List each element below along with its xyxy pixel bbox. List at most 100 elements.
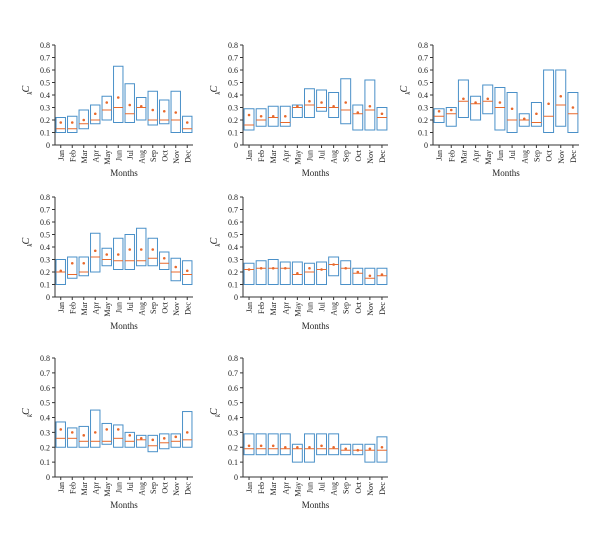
box-jan <box>243 433 255 456</box>
y-tick-label: 0 <box>234 473 238 482</box>
y-tick-label: 0.3 <box>228 256 238 265</box>
box-jan <box>243 108 255 131</box>
y-axis-label-subscript: k <box>214 91 222 95</box>
mean-marker <box>59 121 63 124</box>
x-tick-label: Jun <box>114 302 123 313</box>
y-tick-label: 0.2 <box>40 116 50 125</box>
mean-marker <box>116 428 120 431</box>
x-tick-label: Mar <box>80 482 89 496</box>
x-tick-label: Apr <box>281 150 290 163</box>
x-tick-label: Nov <box>366 482 375 496</box>
y-tick-label: 0.7 <box>228 369 238 378</box>
mean-marker <box>308 445 311 449</box>
y-tick-label: 0.1 <box>40 458 50 467</box>
box-oct <box>352 267 364 285</box>
mean-marker <box>82 261 86 265</box>
x-tick-label: Dec <box>378 482 387 495</box>
box-dec <box>567 92 579 133</box>
mean-marker <box>296 271 299 275</box>
x-tick-label: Aug <box>330 150 339 164</box>
box-nov <box>364 267 376 285</box>
y-tick-label: 0.3 <box>40 104 50 113</box>
mean-marker <box>128 248 132 251</box>
x-tick-label: Jan <box>57 482 66 493</box>
x-tick-label: Feb <box>257 482 266 494</box>
mean-marker <box>380 445 384 449</box>
mean-marker <box>380 112 384 116</box>
y-tick-label: 0.1 <box>40 281 50 290</box>
y-tick-label: 0.8 <box>228 354 238 363</box>
box-feb <box>255 108 267 127</box>
x-tick-label: Mar <box>459 150 468 164</box>
box-jun <box>304 433 315 463</box>
box-jan <box>55 421 66 448</box>
mean-marker <box>70 431 74 434</box>
box-sep <box>530 102 542 127</box>
x-tick-label: May <box>293 150 302 165</box>
box-feb <box>255 433 267 456</box>
box-mar <box>78 109 89 130</box>
y-tick-label: 0.4 <box>40 91 50 100</box>
mean-marker <box>308 99 311 103</box>
mean-marker <box>185 121 189 124</box>
y-tick-label: 0.4 <box>40 414 50 423</box>
x-tick-label: Dec <box>378 302 387 315</box>
x-tick-label: Mar <box>269 150 278 164</box>
x-tick-label: Aug <box>330 302 339 316</box>
box-oct <box>352 443 364 456</box>
y-tick-label: 0.7 <box>228 54 238 63</box>
y-tick-label: 0.5 <box>418 79 428 88</box>
x-tick-label: Mar <box>269 302 278 316</box>
x-tick-label: Dec <box>569 150 578 163</box>
y-tick-label: 0.2 <box>228 116 238 125</box>
x-tick-label: Nov <box>366 150 375 164</box>
y-tick-label: 0.7 <box>418 54 428 63</box>
x-tick-label: Oct <box>354 149 363 161</box>
mean-marker <box>547 102 550 106</box>
mean-marker <box>93 112 97 116</box>
x-tick-label: Jan <box>245 302 254 313</box>
box-dec <box>182 411 193 448</box>
x-tick-label: Jun <box>114 482 123 493</box>
mean-marker <box>247 444 251 448</box>
mean-marker <box>522 117 526 121</box>
mean-marker <box>308 266 311 270</box>
x-tick-label: Jul <box>126 481 135 491</box>
x-tick-label: Oct <box>160 301 169 313</box>
x-tick-label: Jul <box>126 149 135 159</box>
y-tick-label: 0.8 <box>40 193 50 202</box>
x-tick-label: Dec <box>378 150 387 163</box>
x-tick-label: Feb <box>257 302 266 314</box>
box-oct <box>159 251 170 270</box>
box-sep <box>147 237 158 267</box>
y-tick-label: 0.4 <box>228 243 238 252</box>
y-tick-label: 0.3 <box>228 428 238 437</box>
mean-marker <box>128 434 132 437</box>
x-axis-label: Months <box>110 321 138 331</box>
mean-marker <box>59 428 63 431</box>
x-tick-label: Feb <box>68 302 77 314</box>
box-jul <box>316 89 327 112</box>
mean-marker <box>283 114 287 118</box>
mean-marker <box>320 268 323 271</box>
mean-marker <box>185 431 189 434</box>
y-tick-label: 0.4 <box>418 91 428 100</box>
y-tick-label: 0.8 <box>228 193 238 202</box>
x-tick-label: Sep <box>532 150 541 162</box>
mean-marker <box>116 96 120 99</box>
y-tick-label: 0.2 <box>40 268 50 277</box>
box-aug <box>328 256 340 277</box>
y-tick-label: 0.1 <box>228 129 238 138</box>
box-dec <box>376 436 388 463</box>
y-tick-label: 0.6 <box>228 384 238 393</box>
box-apr <box>90 232 101 273</box>
box-jun <box>113 65 124 123</box>
mean-marker <box>271 266 275 270</box>
x-axis-label: Months <box>302 168 330 178</box>
x-tick-label: May <box>293 482 302 497</box>
x-tick-label: May <box>103 302 112 317</box>
box-jul <box>124 431 135 448</box>
mean-marker <box>296 104 299 108</box>
